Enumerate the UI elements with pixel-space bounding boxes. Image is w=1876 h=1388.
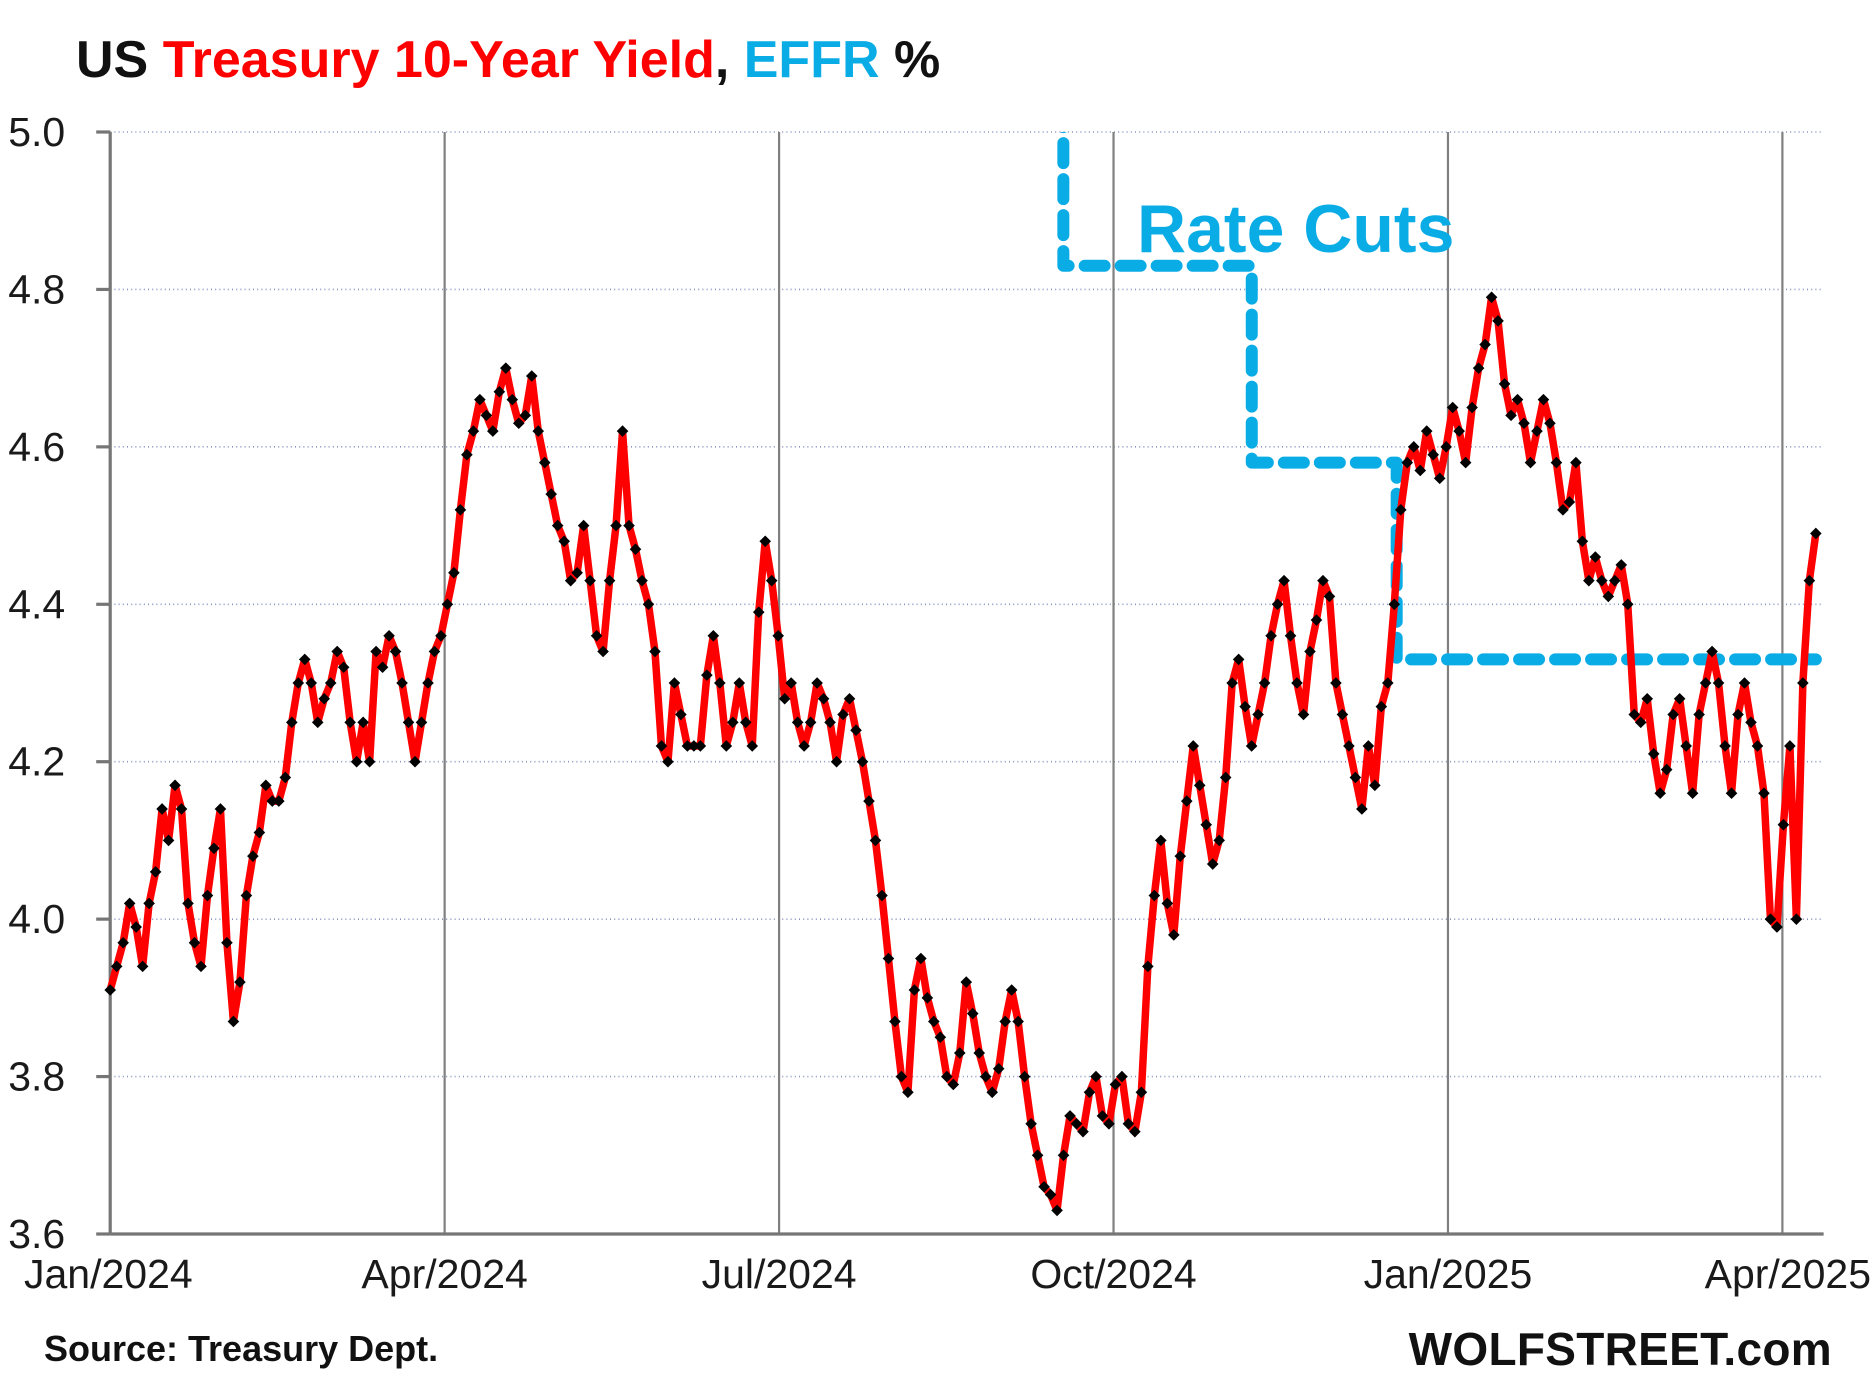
svg-text:4.2: 4.2 bbox=[8, 739, 65, 785]
svg-text:Apr/2024: Apr/2024 bbox=[361, 1251, 527, 1297]
svg-text:4.0: 4.0 bbox=[8, 896, 65, 942]
svg-text:Oct/2024: Oct/2024 bbox=[1030, 1251, 1196, 1297]
svg-text:5.0: 5.0 bbox=[8, 109, 65, 155]
svg-text:Apr/2025: Apr/2025 bbox=[1705, 1251, 1871, 1297]
svg-text:4.6: 4.6 bbox=[8, 424, 65, 470]
svg-text:Rate Cuts: Rate Cuts bbox=[1137, 191, 1454, 267]
svg-text:Jan/2024: Jan/2024 bbox=[24, 1251, 193, 1297]
svg-text:4.8: 4.8 bbox=[8, 266, 65, 312]
svg-text:3.8: 3.8 bbox=[8, 1054, 65, 1100]
svg-text:Jan/2025: Jan/2025 bbox=[1364, 1251, 1533, 1297]
svg-text:Jul/2024: Jul/2024 bbox=[702, 1251, 857, 1297]
svg-text:4.4: 4.4 bbox=[8, 581, 65, 627]
